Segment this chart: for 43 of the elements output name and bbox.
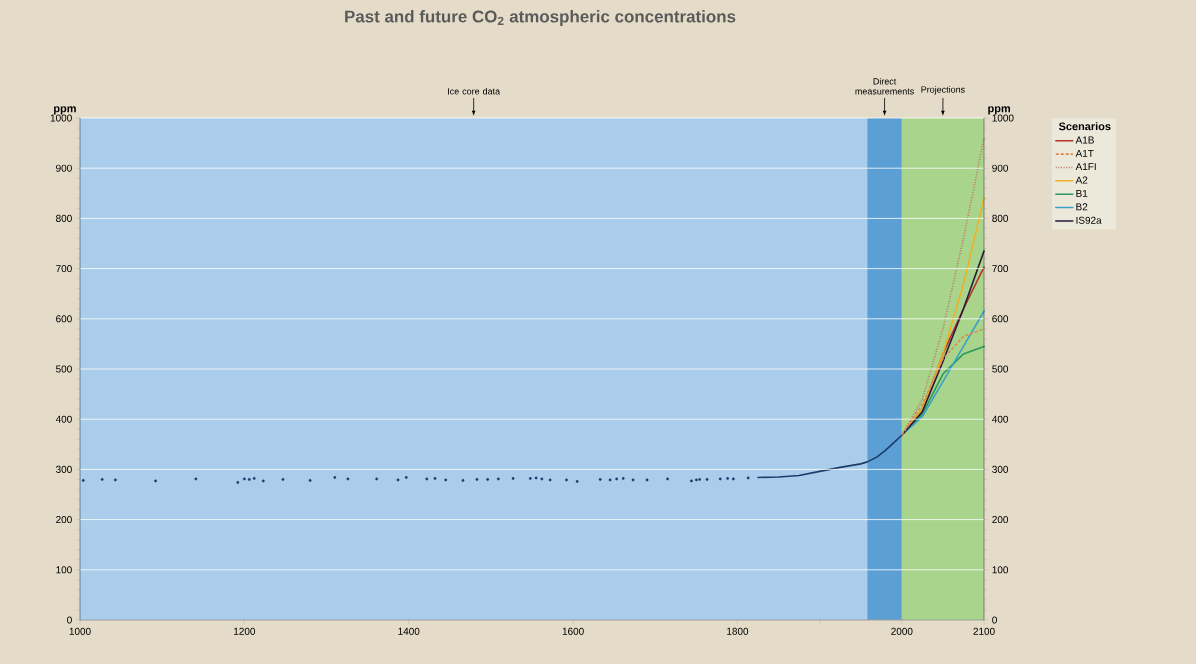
y2-tick-label: 600: [992, 315, 1009, 323]
y-axis-title: ppm: [54, 106, 76, 115]
y-tick-label: 400: [55, 415, 72, 423]
x-tick-label: 1000: [69, 627, 91, 635]
legend-label: IS92a: [1076, 216, 1102, 224]
y-tick-label: 500: [56, 365, 72, 373]
x-tick-label: 2100: [973, 627, 995, 635]
y-tick-label: 300: [55, 465, 72, 473]
band-label: Ice core data: [448, 87, 501, 95]
chart-title: Past and future CO$_{2}$ atmospheric concentrations: [345, 10, 736, 26]
y2-tick-label: 300: [992, 465, 1009, 473]
y2-tick-label: 900: [992, 164, 1009, 172]
y2-tick-label: 200: [992, 516, 1009, 524]
y-tick-label: 1000: [50, 114, 72, 122]
x-tick-label: 1800: [727, 627, 749, 635]
legend-label: A1T: [1075, 149, 1094, 157]
y-tick-label: 100: [56, 566, 72, 574]
y2-tick-label: 1000: [992, 114, 1014, 122]
legend-title: Scenarios: [1058, 122, 1111, 131]
band-label: Projections: [921, 86, 965, 95]
y-tick-label: 0: [67, 616, 72, 624]
y2-tick-label: 0: [992, 616, 997, 624]
y-tick-label: 700: [56, 265, 72, 273]
legend-label: A1B: [1075, 136, 1094, 144]
y2-tick-label: 800: [992, 214, 1009, 222]
y2-tick-label: 500: [992, 365, 1009, 373]
y-tick-label: 800: [56, 214, 72, 222]
x-tick-label: 1200: [234, 627, 256, 635]
y2-tick-label: 100: [992, 566, 1009, 574]
legend-label: B1: [1076, 190, 1088, 197]
y-tick-label: 600: [56, 315, 72, 323]
y-tick-label: 200: [56, 516, 72, 524]
legend-label: A2: [1075, 176, 1088, 184]
x-tick-label: 1600: [562, 627, 584, 635]
legend-label: A1FI: [1075, 163, 1096, 171]
x-tick-label: 2000: [891, 627, 913, 635]
y2-tick-label: 400: [992, 415, 1009, 423]
y2-tick-label: 700: [992, 265, 1009, 273]
y-tick-label: 900: [56, 164, 72, 172]
legend-label: B2: [1076, 203, 1088, 211]
x-tick-label: 1400: [398, 627, 420, 635]
y2-axis-title: ppm: [988, 106, 1010, 115]
band-label: Direct measurements: [855, 77, 914, 95]
